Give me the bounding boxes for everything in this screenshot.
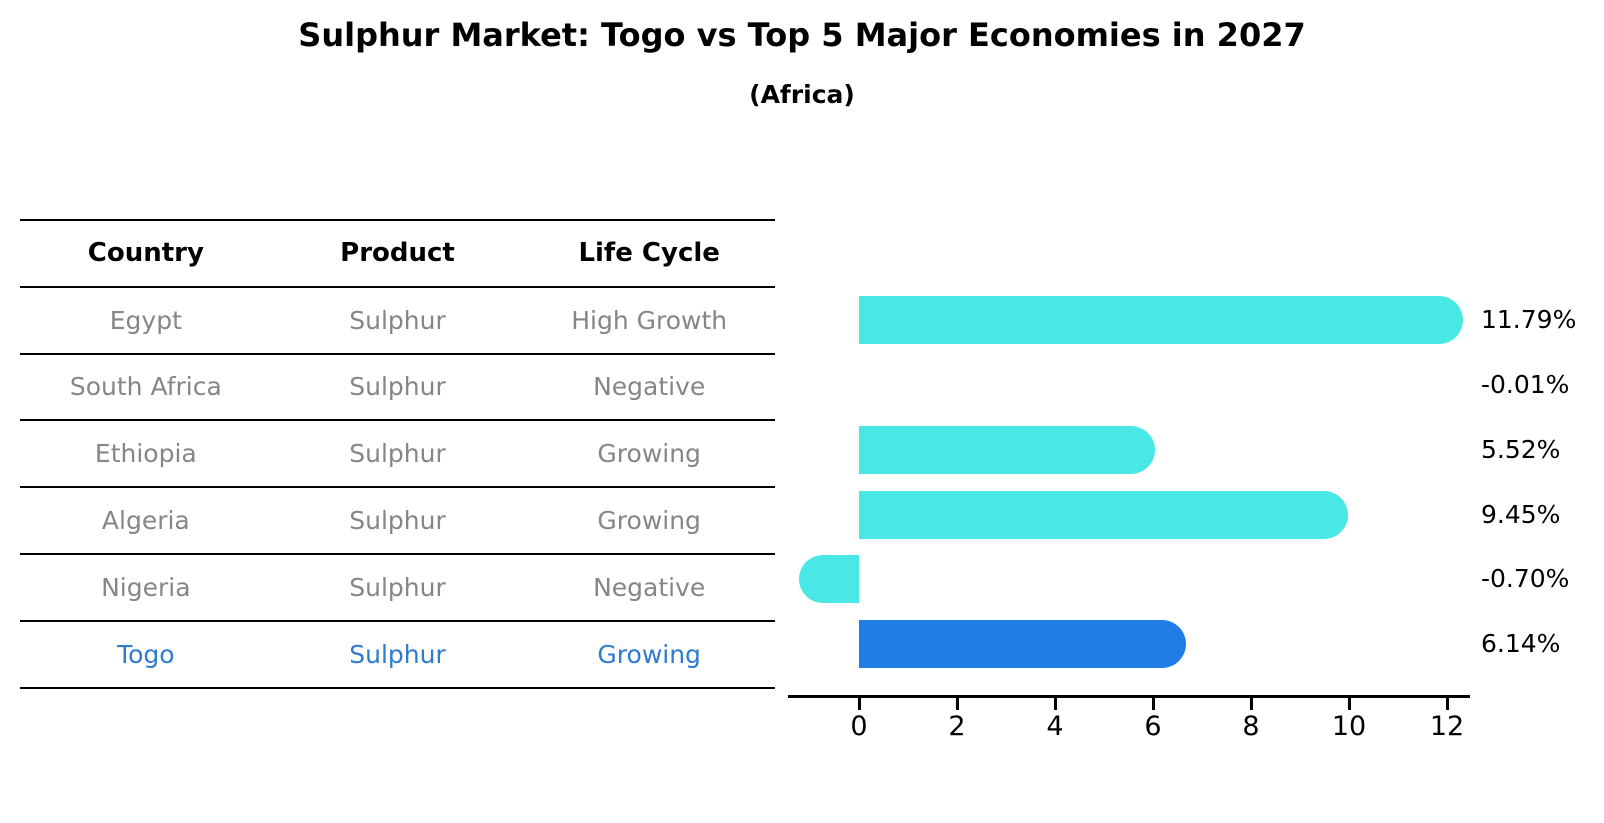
bar-nigeria bbox=[798, 555, 859, 604]
column-header-product: Product bbox=[340, 238, 455, 269]
bar-ethiopia bbox=[859, 425, 1156, 474]
x-axis-tick-mark bbox=[1151, 698, 1155, 710]
bar-value-label: 11.79% bbox=[1481, 305, 1577, 335]
bar-egypt bbox=[859, 296, 1463, 345]
x-axis-tick-label: 12 bbox=[1429, 711, 1465, 742]
cell-product: Sulphur bbox=[349, 305, 446, 335]
x-axis-tick-label: 0 bbox=[850, 711, 868, 742]
cell-life-cycle: Growing bbox=[597, 639, 701, 669]
column-header-life-cycle: Life Cycle bbox=[578, 238, 720, 269]
x-axis-tick-mark bbox=[1445, 698, 1449, 710]
x-axis-tick-mark bbox=[1053, 698, 1057, 710]
bar-value-label: 6.14% bbox=[1481, 629, 1561, 659]
table-body: Egypt Sulphur High Growth South Africa S… bbox=[20, 288, 775, 689]
cell-product: Sulphur bbox=[349, 439, 446, 469]
country-table: Country Product Life Cycle Egypt Sulphur… bbox=[20, 219, 775, 689]
chart-subtitle: (Africa) bbox=[749, 80, 855, 109]
cell-country: Ethiopia bbox=[94, 439, 197, 469]
chart-title: Sulphur Market: Togo vs Top 5 Major Econ… bbox=[298, 16, 1306, 54]
cell-product: Sulphur bbox=[349, 506, 446, 536]
cell-life-cycle: Negative bbox=[593, 572, 706, 602]
column-header-country: Country bbox=[87, 238, 204, 269]
table-row: Togo Sulphur Growing bbox=[20, 622, 775, 689]
bar-value-label: -0.01% bbox=[1481, 370, 1570, 399]
x-axis-tick-label: 2 bbox=[948, 711, 966, 742]
cell-life-cycle: High Growth bbox=[571, 305, 728, 335]
cell-life-cycle: Growing bbox=[597, 439, 701, 469]
bar-algeria bbox=[859, 490, 1349, 539]
cell-product: Sulphur bbox=[349, 639, 446, 669]
x-axis-tick-label: 6 bbox=[1144, 711, 1162, 742]
bar-value-label: 9.45% bbox=[1481, 499, 1561, 529]
table-row: Algeria Sulphur Growing bbox=[20, 488, 775, 555]
cell-product: Sulphur bbox=[349, 372, 446, 402]
table-row: Nigeria Sulphur Negative bbox=[20, 555, 775, 622]
cell-country: South Africa bbox=[69, 372, 222, 402]
bar-value-label: -0.70% bbox=[1481, 564, 1570, 594]
table-row: Ethiopia Sulphur Growing bbox=[20, 421, 775, 489]
cell-life-cycle: Growing bbox=[597, 506, 701, 536]
cell-country: Egypt bbox=[109, 305, 182, 335]
cell-life-cycle: Negative bbox=[593, 372, 706, 402]
cell-country: Nigeria bbox=[101, 572, 191, 602]
table-row: Egypt Sulphur High Growth bbox=[20, 288, 775, 355]
bar-value-label: 5.52% bbox=[1481, 434, 1561, 464]
x-axis-tick-label: 4 bbox=[1046, 711, 1064, 742]
bar-togo bbox=[859, 620, 1186, 669]
x-axis-tick-label: 8 bbox=[1242, 711, 1260, 742]
x-axis-tick-mark bbox=[955, 698, 959, 710]
x-axis-tick-mark bbox=[1249, 698, 1253, 710]
x-axis-tick-mark bbox=[1347, 698, 1351, 710]
table-header-row: Country Product Life Cycle bbox=[20, 219, 775, 288]
x-axis-tick-label: 10 bbox=[1331, 711, 1367, 742]
cell-country: Togo bbox=[117, 639, 175, 669]
x-axis-tick-mark bbox=[857, 698, 861, 710]
cell-country: Algeria bbox=[101, 506, 190, 536]
table-row: South Africa Sulphur Negative bbox=[20, 355, 775, 422]
cell-product: Sulphur bbox=[349, 572, 446, 602]
x-axis-line bbox=[788, 695, 1470, 698]
